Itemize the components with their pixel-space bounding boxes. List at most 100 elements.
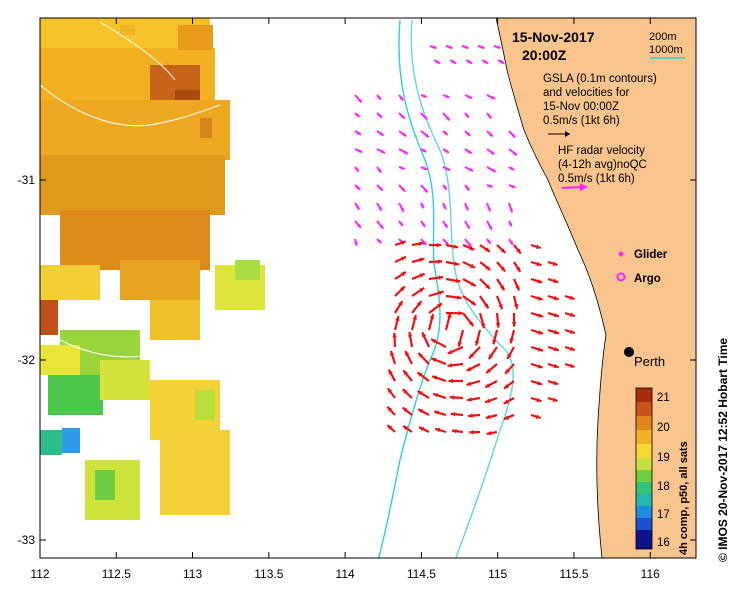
hf-arrow: [462, 261, 476, 269]
hf-arrow: [530, 362, 543, 369]
hf-arrow: [503, 397, 515, 405]
hf-arrow: [492, 329, 499, 345]
hf-arrow: [547, 277, 559, 284]
hf-arrow: [564, 328, 576, 335]
gsla-arrow: [442, 130, 449, 136]
gsla-arrow: [429, 45, 437, 50]
x-tick-label: 115.5: [559, 567, 588, 581]
hf-arrow: [485, 363, 498, 374]
hf-arrow: [445, 260, 460, 266]
hf-arrow: [450, 411, 464, 417]
gsla-arrow: [442, 184, 448, 191]
hf-arrow: [386, 424, 396, 433]
hf-arrow: [428, 242, 442, 248]
gsla-arrow: [433, 59, 441, 65]
hf-arrow: [410, 314, 417, 331]
hf-arrow: [392, 332, 397, 348]
hf-arrow: [547, 345, 560, 352]
hf-arrow: [468, 346, 481, 360]
gsla-arrow: [497, 59, 505, 65]
y-axis: -31 -32 -33: [18, 173, 696, 547]
hf-arrow: [504, 363, 515, 375]
gsla-arrow: [420, 238, 428, 246]
gsla-arrow: [442, 202, 447, 210]
x-tick-label: 113: [183, 567, 202, 581]
hf-arrow: [448, 378, 464, 384]
hf-arrow: [411, 300, 423, 314]
gsla-arrow: [376, 130, 385, 137]
gsla-arrow: [465, 59, 473, 65]
gsla-arrow: [420, 184, 429, 194]
hf-arrow: [479, 261, 491, 271]
hf-arrow: [394, 271, 407, 280]
hf-arrow: [416, 371, 430, 382]
hf-arrow: [503, 413, 515, 421]
hf-arrow: [512, 278, 521, 291]
hf-arrow: [428, 275, 444, 281]
hf-arrow: [512, 295, 519, 310]
gsla-arrow: [354, 112, 361, 118]
gsla-arrow: [376, 184, 384, 192]
gsla-arrow: [420, 130, 430, 138]
gsla-arrow: [508, 238, 514, 246]
gsla-contour: [99, 21, 176, 81]
gsla-arrow: [376, 202, 383, 212]
gsla-arrow: [354, 238, 358, 247]
gsla-contour: [59, 339, 151, 358]
hf-arrow: [411, 286, 425, 297]
hf-arrow: [547, 362, 559, 369]
gsla-arrow: [508, 220, 513, 227]
x-tick-label: 112.5: [102, 567, 131, 581]
gsla-arrow: [420, 112, 428, 121]
hf-arrow: [402, 406, 413, 416]
gsla-arrow: [464, 112, 470, 119]
hf-arrow: [564, 345, 576, 352]
hf-arrow: [530, 243, 542, 250]
gsla-arrow: [398, 94, 405, 102]
depth-legend-200m: 200m: [649, 31, 677, 43]
hf-arrow: [496, 278, 506, 291]
gsla-arrow: [398, 184, 406, 193]
hf-arrow: [530, 328, 544, 335]
gsla-arrow: [508, 148, 518, 156]
hf-arrow: [417, 352, 430, 365]
hf-arrow: [467, 413, 481, 418]
hf-arrow: [404, 350, 413, 365]
hf-arrow: [547, 260, 558, 267]
hf-arrow: [394, 240, 407, 247]
gsla-arrow: [354, 94, 363, 104]
gsla-arrow: [354, 148, 363, 154]
hf-arrow: [547, 294, 559, 301]
gsla-arrow: [464, 166, 474, 172]
gsla-arrow: [420, 148, 427, 153]
gsla-arrow: [354, 166, 360, 173]
colorbar-label: 4h comp, p50, all sats: [678, 441, 690, 555]
gsla-arrow: [398, 166, 405, 170]
gsla-arrow: [486, 238, 492, 245]
hf-arrow: [564, 294, 575, 301]
hf-arrow: [407, 331, 414, 348]
gsla-arrow: [376, 166, 383, 174]
gsla-arrow: [464, 220, 471, 230]
hf-arrow: [445, 243, 459, 249]
hf-arrow: [530, 413, 542, 420]
hf-arrow: [447, 362, 464, 368]
hf-arrow: [479, 244, 491, 253]
hf-arrow: [417, 408, 430, 416]
x-tick-label: 113.5: [254, 567, 283, 581]
hf-arrow: [495, 295, 504, 310]
colorbar-tick: 21: [657, 392, 670, 404]
gsla-arrow: [442, 94, 450, 99]
gsla-arrow: [486, 202, 492, 212]
hf-arrow: [530, 311, 544, 318]
x-tick-label: 114.5: [407, 567, 436, 581]
colorbar: [635, 387, 653, 550]
gsla-arrow: [398, 130, 407, 138]
gsla-arrow: [461, 45, 469, 50]
gsla-legend-arrow: [548, 131, 570, 137]
gsla-arrow: [398, 148, 409, 155]
hf-arrow: [411, 257, 425, 264]
gsla-arrow: [464, 94, 473, 100]
gsla-arrow: [354, 130, 362, 136]
